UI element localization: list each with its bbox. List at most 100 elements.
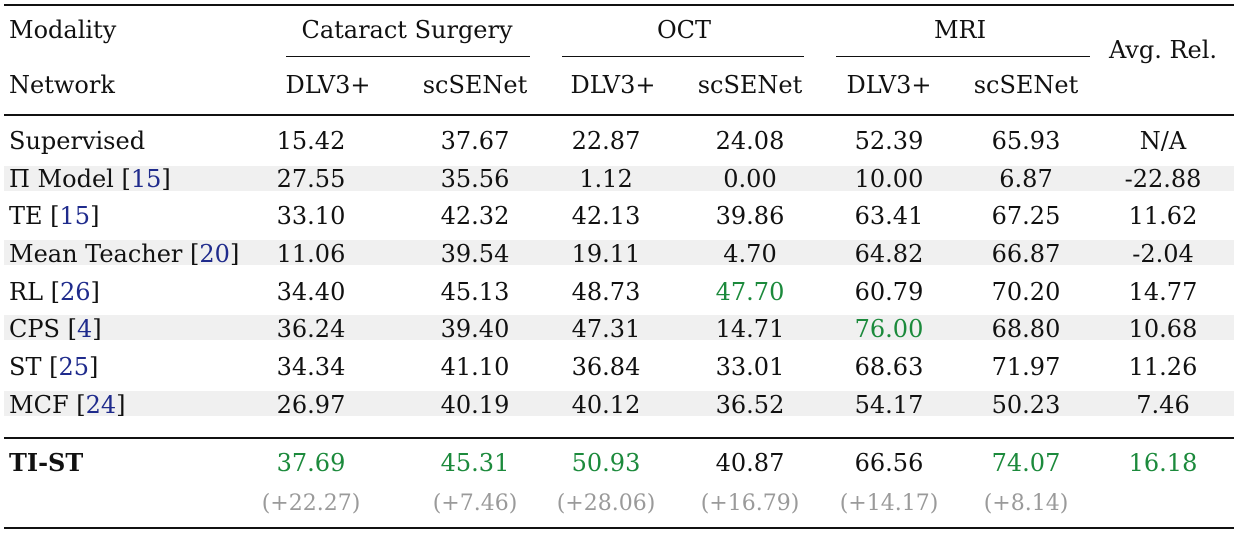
metric-cell: 40.19 [440, 391, 510, 419]
avg-rel-cell: -2.04 [1132, 240, 1194, 268]
metric-cell: 1.12 [579, 165, 633, 193]
network-header: DLV3+ [846, 71, 932, 99]
metric-cell: 40.87 [715, 449, 785, 477]
group-mri: MRI [933, 16, 987, 44]
network-header: scSENet [422, 71, 528, 99]
citation-link[interactable]: 4 [76, 315, 93, 343]
metric-cell: 19.11 [571, 240, 641, 268]
metric-cell: 36.52 [715, 391, 785, 419]
metric-cell: 74.07 [991, 449, 1061, 477]
improvement-delta: (+28.06) [556, 491, 656, 516]
metric-cell: 14.71 [715, 315, 785, 343]
metric-cell: 70.20 [991, 278, 1061, 306]
ours-method-name: TI-ST [9, 448, 84, 477]
metric-cell: 22.87 [571, 127, 641, 155]
metric-cell: 63.41 [854, 202, 924, 230]
metric-cell: 71.97 [991, 353, 1061, 381]
metric-cell: 10.00 [854, 165, 924, 193]
metric-cell: 50.93 [571, 449, 641, 477]
citation-link[interactable]: 15 [130, 165, 162, 193]
metric-cell: 39.54 [440, 240, 510, 268]
avg-rel-cell: 11.62 [1128, 202, 1198, 230]
method-name: Supervised [9, 127, 146, 155]
method-name: Π Model [15] [9, 165, 171, 193]
network-label: Network [9, 71, 115, 99]
metric-cell: 50.23 [991, 391, 1061, 419]
metric-cell: 68.63 [854, 353, 924, 381]
metric-cell: 52.39 [854, 127, 924, 155]
improvement-delta: (+14.17) [839, 491, 939, 516]
metric-cell: 36.24 [276, 315, 346, 343]
metric-cell: 42.13 [571, 202, 641, 230]
avg-rel-cell: N/A [1139, 127, 1187, 155]
metric-cell: 47.70 [715, 278, 785, 306]
improvement-delta: (+22.27) [261, 491, 361, 516]
metric-cell: 15.42 [276, 127, 346, 155]
header-rule [4, 114, 1234, 116]
group-cataract-surgery: Cataract Surgery [301, 16, 513, 44]
row-stripe [4, 391, 1234, 416]
metric-cell: 39.86 [715, 202, 785, 230]
metric-cell: 40.12 [571, 391, 641, 419]
metric-cell: 42.32 [440, 202, 510, 230]
avg-rel-cell: 10.68 [1128, 315, 1198, 343]
network-header: DLV3+ [285, 71, 371, 99]
metric-cell: 67.25 [991, 202, 1061, 230]
metric-cell: 76.00 [854, 315, 924, 343]
metric-cell: 66.56 [854, 449, 924, 477]
group-oct: OCT [656, 16, 712, 44]
improvement-delta: (+8.14) [983, 491, 1069, 516]
improvement-delta: (+7.46) [432, 491, 518, 516]
citation-link[interactable]: 15 [59, 202, 91, 230]
avg-rel-cell: 16.18 [1128, 449, 1198, 477]
method-name: CPS [4] [9, 315, 102, 343]
method-name: Mean Teacher [20] [9, 240, 240, 268]
row-stripe [4, 240, 1234, 265]
avg-rel-header: Avg. Rel. [1108, 36, 1218, 64]
citation-link[interactable]: 25 [58, 353, 89, 381]
metric-cell: 34.34 [276, 353, 346, 381]
improvement-delta: (+16.79) [700, 491, 800, 516]
metric-cell: 66.87 [991, 240, 1061, 268]
metric-cell: 34.40 [276, 278, 346, 306]
method-name: TE [15] [9, 202, 100, 230]
network-header: scSENet [973, 71, 1079, 99]
row-stripe [4, 166, 1234, 191]
citation-link[interactable]: 20 [199, 240, 230, 268]
method-name: ST [25] [9, 353, 99, 381]
group-rule-cataract [286, 56, 530, 57]
avg-rel-cell: 14.77 [1128, 278, 1198, 306]
metric-cell: 65.93 [991, 127, 1061, 155]
metric-cell: 45.31 [440, 449, 510, 477]
modality-label: Modality [9, 16, 117, 44]
metric-cell: 26.97 [276, 391, 346, 419]
metric-cell: 36.84 [571, 353, 641, 381]
network-header: scSENet [697, 71, 803, 99]
top-rule [4, 4, 1234, 6]
metric-cell: 60.79 [854, 278, 924, 306]
citation-link[interactable]: 24 [85, 391, 117, 419]
metric-cell: 33.10 [276, 202, 346, 230]
metric-cell: 0.00 [723, 165, 777, 193]
avg-rel-cell: -22.88 [1124, 165, 1202, 193]
avg-rel-cell: 7.46 [1136, 391, 1190, 419]
metric-cell: 11.06 [276, 240, 346, 268]
row-stripe [4, 315, 1234, 340]
ours-rule [4, 437, 1234, 439]
metric-cell: 39.40 [440, 315, 510, 343]
metric-cell: 24.08 [715, 127, 785, 155]
bottom-rule [4, 527, 1234, 529]
metric-cell: 6.87 [999, 165, 1053, 193]
group-rule-oct [562, 56, 804, 57]
method-name: MCF [24] [9, 391, 126, 419]
method-name: RL [26] [9, 278, 100, 306]
group-rule-mri [836, 56, 1090, 57]
citation-link[interactable]: 26 [60, 278, 91, 306]
metric-cell: 37.69 [276, 449, 346, 477]
metric-cell: 4.70 [723, 240, 777, 268]
metric-cell: 37.67 [440, 127, 510, 155]
metric-cell: 33.01 [715, 353, 785, 381]
metric-cell: 27.55 [276, 165, 346, 193]
metric-cell: 64.82 [854, 240, 924, 268]
metric-cell: 35.56 [440, 165, 510, 193]
